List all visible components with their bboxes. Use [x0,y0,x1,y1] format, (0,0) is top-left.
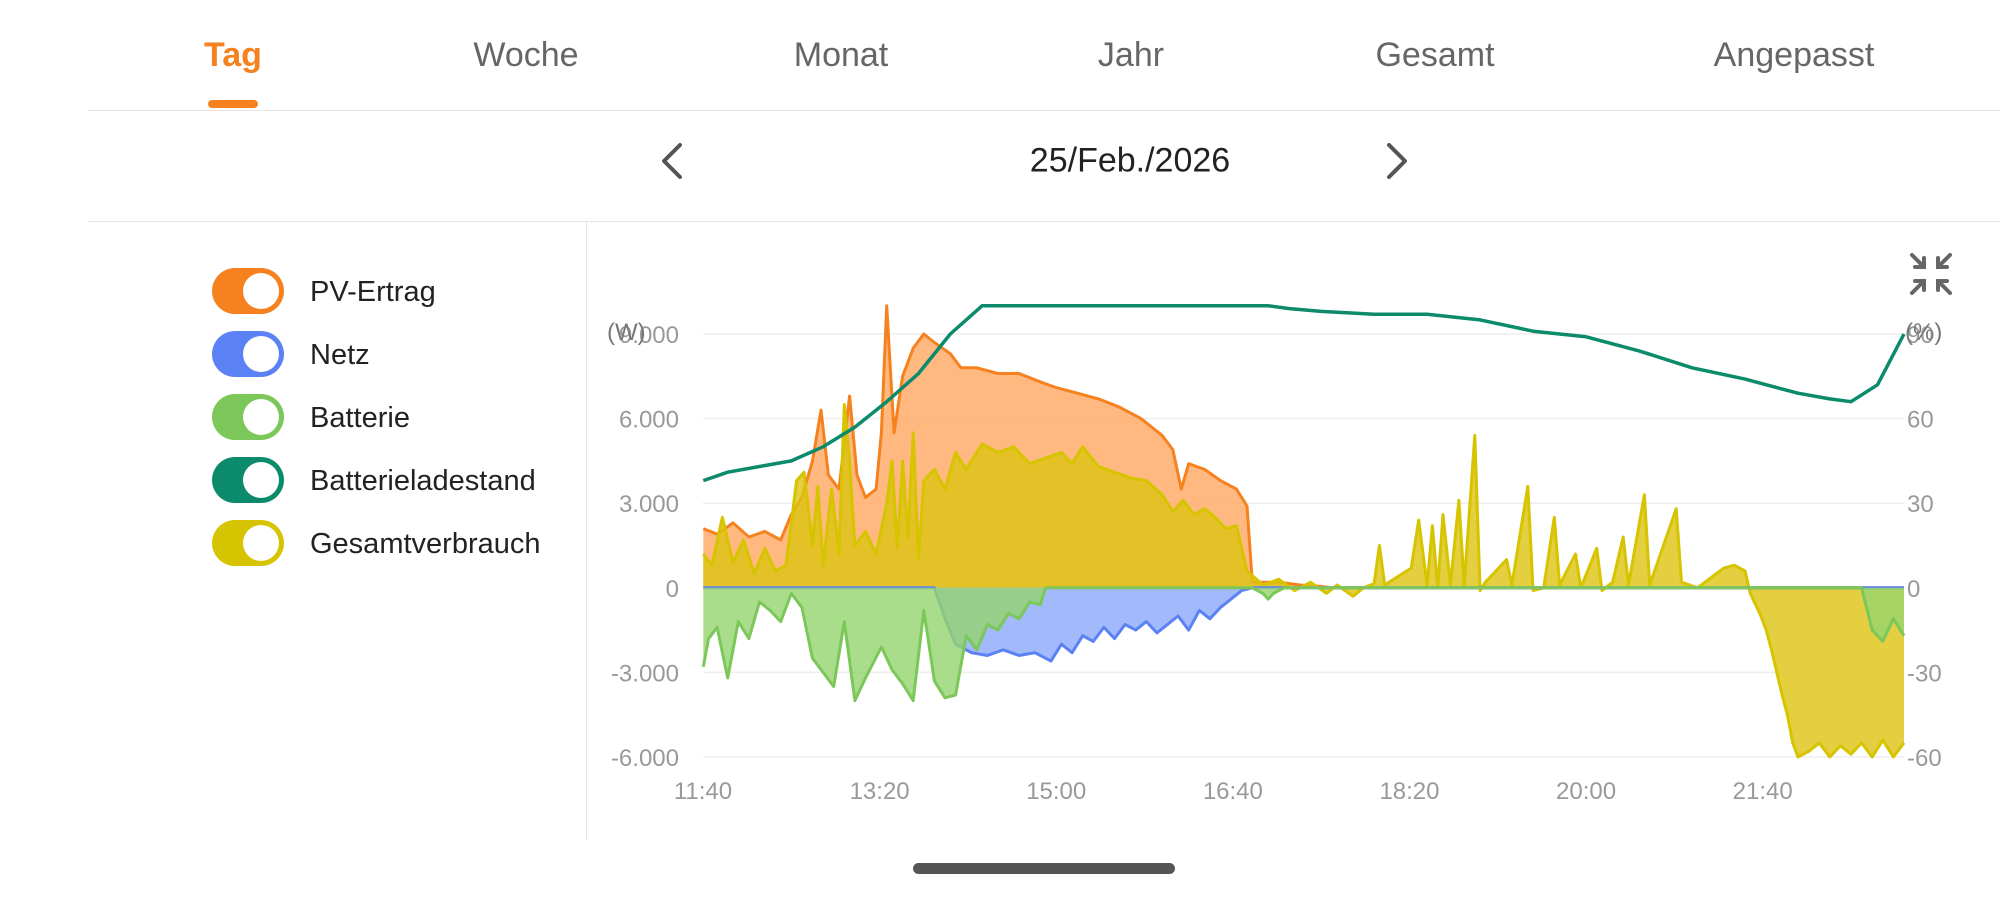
legend-item-batterieladestand[interactable]: Batterieladestand [212,455,582,505]
chevron-right-icon[interactable] [1367,131,1427,191]
line-batterie [701,586,1906,703]
x-tick-label: 13:20 [850,778,910,805]
toggle-switch[interactable] [212,520,284,566]
toggle-knob [243,525,279,561]
tab-woche[interactable]: Woche [473,36,579,74]
legend-item-netz[interactable]: Netz [212,329,582,379]
toggle-switch[interactable] [212,457,284,503]
legend-item-batterie[interactable]: Batterie [212,392,582,442]
tab-jahr[interactable]: Jahr [1097,36,1165,74]
legend-item-pv-ertrag[interactable]: PV-Ertrag [212,266,582,316]
legend-item-gesamtverbrauch[interactable]: Gesamtverbrauch [212,518,582,568]
legend-label: Batterieladestand [310,465,536,497]
legend-label: Netz [310,339,370,371]
toggle-knob [243,336,279,372]
y-left-tick-label: 6.000 [619,407,679,434]
x-tick-label: 15:00 [1026,778,1086,805]
y-left-tick-label: 0 [666,576,679,603]
area-gesamtverbrauch [703,404,1904,757]
toggle-knob [243,273,279,309]
collapse-arrows-icon[interactable] [1905,248,1957,300]
y-right-tick-label: 30 [1907,491,1934,518]
area-batterie [703,587,1904,701]
tab-monat[interactable]: Monat [793,36,889,74]
y-left-tick-label: -3.000 [611,660,679,687]
chevron-left-icon[interactable] [642,131,702,191]
line-netz [703,586,1904,663]
y-right-tick-label: 60 [1907,407,1934,434]
period-tabs: Tag Woche Monat Jahr Gesamt Angepasst [88,0,2000,111]
date-navigator: 25/Feb./2026 [88,111,2000,222]
chart-series [701,304,1906,759]
energy-chart: 9.000 6.000 3.000 0 -3.000 -6.000 90 60 30 0 -30 -6… [607,248,1957,805]
toggle-switch[interactable] [212,268,284,314]
active-tab-indicator [208,100,258,108]
toggle-knob [243,399,279,435]
y-left-tick-label: -6.000 [611,745,679,772]
y-right-tick-label: 90 [1907,322,1934,349]
tab-tag[interactable]: Tag [204,36,262,74]
line-batterieladestand [702,304,1906,483]
tab-angepasst[interactable]: Angepasst [1713,36,1875,74]
y-left-tick-label: 9.000 [619,322,679,349]
line-gesamtverbrauch [702,403,1906,759]
legend-label: Batterie [310,402,410,434]
date-label[interactable]: 25/Feb./2026 [1029,141,1231,180]
toggle-knob [243,462,279,498]
y-right-tick-label: -60 [1907,745,1942,772]
home-indicator [913,863,1175,874]
toggle-switch[interactable] [212,394,284,440]
x-tick-label: 16:40 [1203,778,1263,805]
y-right-tick-label: 0 [1907,576,1920,603]
toggle-switch[interactable] [212,331,284,377]
y-right-unit: (%) [1905,319,1942,346]
y-right-tick-label: -30 [1907,660,1942,687]
x-tick-label: 18:20 [1379,778,1439,805]
chart-axes: 9.000 6.000 3.000 0 -3.000 -6.000 90 60 30 0 -30 -6… [607,319,1942,805]
x-tick-label: 21:40 [1733,778,1793,805]
line-pv-ertrag [702,304,1904,590]
y-left-tick-label: 3.000 [619,491,679,518]
legend-label: Gesamtverbrauch [310,528,541,560]
x-tick-label: 20:00 [1556,778,1616,805]
y-left-unit: (W) [607,319,646,346]
legend-label: PV-Ertrag [310,276,436,308]
tab-gesamt[interactable]: Gesamt [1375,36,1495,74]
series-legend: PV-Ertrag Netz Batterie Batterieladestan… [0,222,587,840]
x-tick-label: 11:40 [674,778,732,805]
